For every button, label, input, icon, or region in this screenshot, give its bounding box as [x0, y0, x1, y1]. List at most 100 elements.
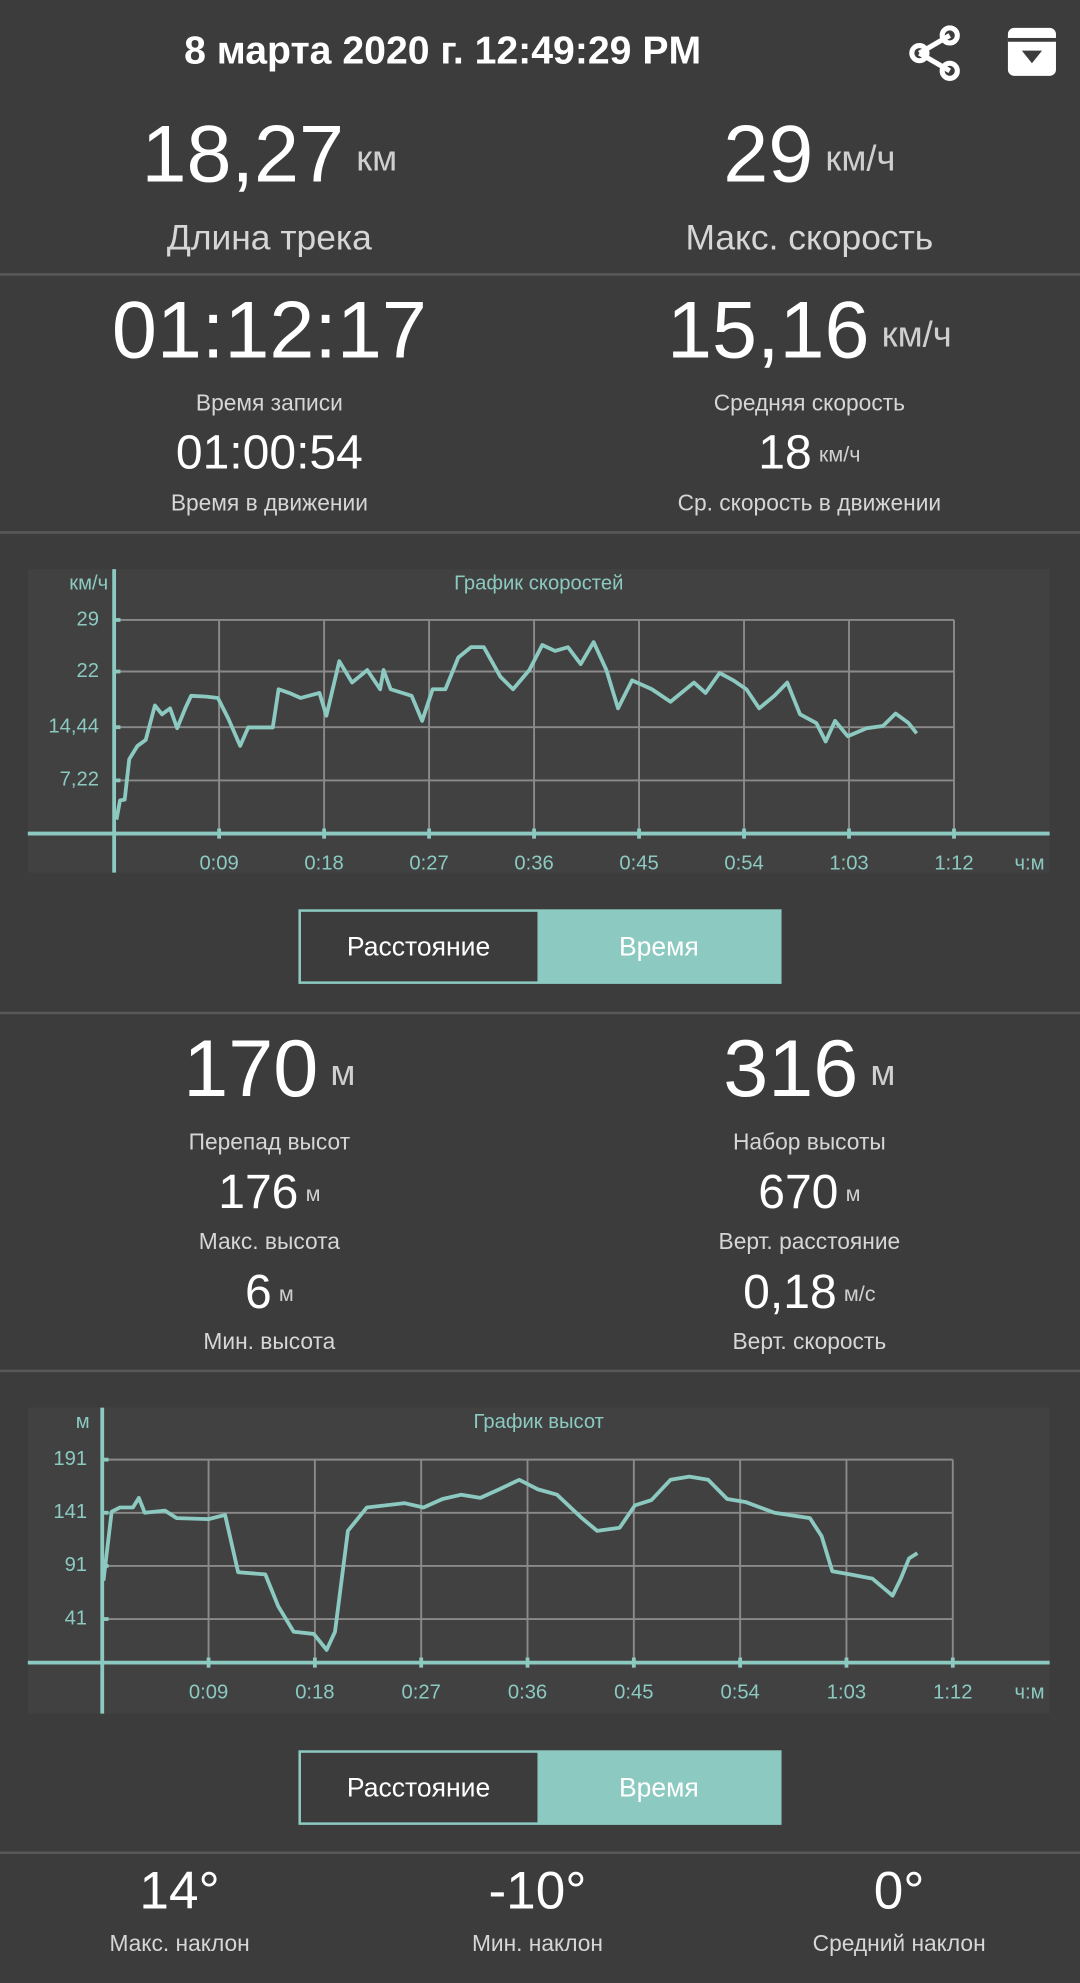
stat-unit: м: [279, 1281, 294, 1306]
x-tick-label: 0:09: [189, 1681, 228, 1703]
y-tick-label: 7,22: [60, 769, 99, 791]
stat-number: 0,18: [743, 1266, 837, 1319]
stat-number: 01:00:54: [176, 426, 363, 479]
stat-label: Время записи: [196, 390, 343, 416]
stat-value: 01:00:54: [176, 426, 363, 479]
x-tick-label: 0:27: [409, 852, 448, 874]
toggle-option-selected[interactable]: [537, 1751, 781, 1824]
chart-background: [27, 1407, 1050, 1714]
stat-label: Набор высоты: [733, 1128, 886, 1154]
x-axis-label: ч:м: [1015, 852, 1045, 874]
stat-number: 316: [723, 1024, 858, 1114]
stat-unit: км/ч: [819, 441, 861, 466]
segmented-toggle: Расстояние Время: [298, 909, 782, 984]
chart: 191 141 91 41 0:09 0:18 0:27 0:36 0:45 0:54 1:03 1:…: [27, 1407, 1050, 1714]
stat-number: 01:12:17: [112, 286, 427, 376]
stat-value: 0,18 м/с: [743, 1266, 876, 1319]
stat-label: Длина трека: [167, 218, 372, 258]
stat-unit: м: [870, 1052, 895, 1093]
toggle-label: Время: [619, 932, 699, 962]
x-tick-label: 0:45: [614, 1681, 653, 1703]
stat-unit: км/ч: [825, 137, 895, 178]
stat-number: 176: [218, 1166, 298, 1219]
x-tick-label: 0:54: [724, 852, 763, 874]
header-title: 8 марта 2020 г. 12:49:29 PM: [184, 29, 701, 72]
stat-label: Средний наклон: [813, 1930, 986, 1956]
stat-label: Ср. скорость в движении: [678, 490, 942, 516]
stat-number: -10°: [488, 1861, 586, 1920]
stats: 18,27 км Длина трека 29 км/ч Макс. скорость 01…: [109, 110, 985, 1956]
x-tick-label: 1:12: [933, 1681, 972, 1703]
share-button[interactable]: [909, 25, 960, 81]
y-tick-label: 29: [76, 608, 99, 630]
stat-label: Верт. скорость: [733, 1328, 887, 1354]
chart: 29 22 14,44 7,22 0:09 0:18 0:27 0:36 0:45 0:54 1:0…: [27, 569, 1050, 874]
archive-button[interactable]: [1007, 27, 1056, 76]
y-tick-label: 14,44: [48, 716, 99, 738]
segmented-toggle: Расстояние Время: [298, 1750, 782, 1825]
stat-value: 15,16 км/ч: [667, 286, 952, 376]
y-axis-label: м: [76, 1411, 90, 1433]
stat-label: Верт. расстояние: [719, 1228, 901, 1254]
y-tick-label: 141: [53, 1501, 87, 1523]
stat-value: 14°: [139, 1861, 219, 1920]
data-line: [114, 640, 919, 820]
y-tick-label: 22: [76, 660, 99, 682]
stat-label: Мин. наклон: [472, 1930, 603, 1956]
stat-unit: км/ч: [882, 313, 952, 354]
x-tick-label: 0:18: [304, 852, 343, 874]
y-axis-label: км/ч: [69, 573, 108, 595]
x-axis-label: ч:м: [1015, 1681, 1045, 1703]
toggle-option-selected[interactable]: [537, 910, 781, 983]
stat-number: 18: [758, 426, 811, 479]
stat-value: 29 км/ч: [723, 110, 895, 200]
stat-label: Время в движении: [171, 490, 368, 516]
stat-value: 0°: [874, 1861, 925, 1920]
stat-label: Перепад высот: [189, 1128, 351, 1154]
stat-value: 01:12:17: [112, 286, 427, 376]
stat-number: 670: [758, 1166, 838, 1219]
stat-number: 18,27: [142, 110, 345, 200]
toggle-label: Расстояние: [347, 1773, 490, 1803]
stat-unit: км: [356, 137, 397, 178]
stat-unit: м: [330, 1052, 355, 1093]
x-tick-label: 1:03: [827, 1681, 866, 1703]
dividers: [0, 273, 1080, 1854]
stat-value: 18,27 км: [142, 110, 398, 200]
stat-value: 316 м: [723, 1024, 895, 1114]
stat-label: Макс. высота: [199, 1228, 340, 1254]
stat-number: 15,16: [667, 286, 870, 376]
stat-value: 170 м: [183, 1024, 355, 1114]
toggle-label: Время: [619, 1773, 699, 1803]
chart-title: График скоростей: [454, 573, 623, 595]
x-tick-label: 0:45: [619, 852, 658, 874]
stat-value: 176 м: [218, 1166, 320, 1219]
stat-label: Макс. наклон: [109, 1930, 249, 1956]
stat-unit: м: [306, 1181, 321, 1206]
x-tick-label: 1:12: [934, 852, 973, 874]
stat-number: 6: [245, 1266, 272, 1319]
stat-number: 170: [183, 1024, 318, 1114]
stat-label: Мин. высота: [203, 1328, 335, 1354]
chart-title: График высот: [474, 1411, 604, 1433]
stat-number: 29: [723, 110, 813, 200]
x-tick-label: 0:36: [508, 1681, 547, 1703]
y-tick-label: 91: [65, 1554, 87, 1576]
stat-label: Макс. скорость: [685, 218, 933, 258]
x-tick-label: 0:09: [199, 852, 238, 874]
stat-value: -10°: [488, 1861, 586, 1920]
x-tick-label: 0:18: [295, 1681, 334, 1703]
data-line: [101, 1474, 919, 1652]
stat-number: 0°: [874, 1861, 925, 1920]
stat-unit: м: [846, 1181, 861, 1206]
toggle-label: Расстояние: [347, 932, 490, 962]
charts: Расстояние Время Расстояние Время 29 22 14,44 7…: [27, 569, 1050, 1825]
x-tick-label: 0:27: [402, 1681, 441, 1703]
x-tick-label: 1:03: [829, 852, 868, 874]
stat-number: 14°: [139, 1861, 219, 1920]
stat-value: 18 км/ч: [758, 426, 860, 479]
x-tick-label: 0:36: [514, 852, 553, 874]
stat-unit: м/с: [844, 1281, 876, 1306]
